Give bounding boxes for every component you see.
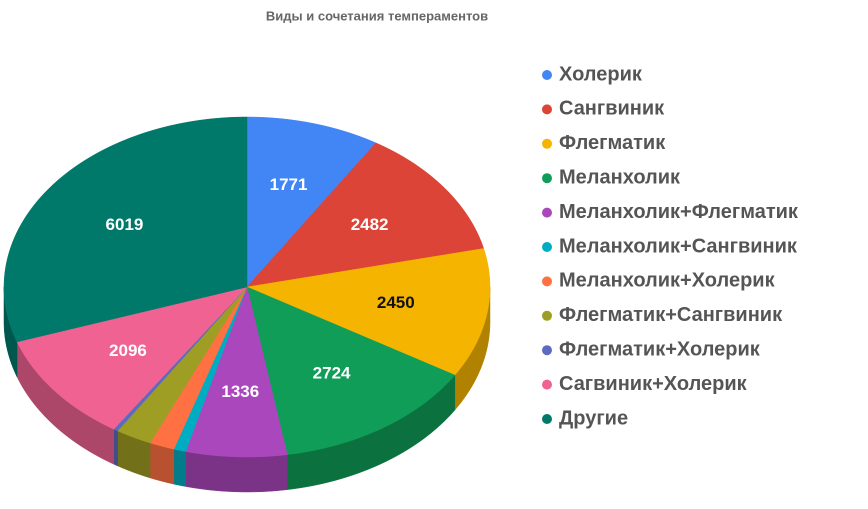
legend-marker <box>542 379 552 390</box>
slice <box>3 116 248 343</box>
legend-label: Сангвиник <box>559 98 665 120</box>
data-label: 6019 <box>106 215 144 234</box>
legend-label: Меланхолик <box>559 166 681 188</box>
data-label: 2450 <box>377 293 415 312</box>
data-label: 1771 <box>270 175 308 194</box>
legend-marker <box>542 276 552 287</box>
slice <box>117 286 248 444</box>
data-label: 2724 <box>313 364 351 383</box>
slice-side <box>113 428 118 467</box>
slice-side <box>149 442 175 485</box>
slice <box>149 286 248 450</box>
legend-marker <box>542 70 552 80</box>
data-label: 2096 <box>109 341 147 360</box>
legend-label: Меланхолик+Флегматик <box>559 201 799 223</box>
chart-title: Виды и сочетания темпераментов <box>266 8 488 23</box>
slice <box>246 116 377 288</box>
legend-label: Флегматик <box>559 132 666 154</box>
data-label: 1336 <box>221 382 259 401</box>
legend-label: Меланхолик+Сангвиник <box>559 235 798 257</box>
legend-marker <box>542 104 552 115</box>
legend-marker <box>542 414 552 424</box>
legend-marker <box>542 207 552 218</box>
slice <box>16 286 248 430</box>
slice-side <box>185 451 288 493</box>
legend-label: Флегматик+Холерик <box>559 338 761 360</box>
legend-label: Флегматик+Сангвиник <box>559 304 783 326</box>
legend-marker <box>542 310 552 321</box>
legend-marker <box>542 242 552 252</box>
legend-marker <box>542 138 552 149</box>
data-label: 2482 <box>351 215 389 234</box>
legend-label: Холерик <box>559 63 643 85</box>
legend-marker <box>542 173 552 184</box>
slice-side <box>173 448 186 487</box>
slice <box>246 286 456 455</box>
slice <box>246 142 485 288</box>
legend-label: Другие <box>559 407 628 429</box>
legend-label: Меланхолик+Холерик <box>559 270 776 292</box>
slice <box>246 248 491 376</box>
legend-label: Сагвиник+Холерик <box>559 373 748 395</box>
slice <box>185 286 288 458</box>
legend-marker <box>542 345 552 356</box>
